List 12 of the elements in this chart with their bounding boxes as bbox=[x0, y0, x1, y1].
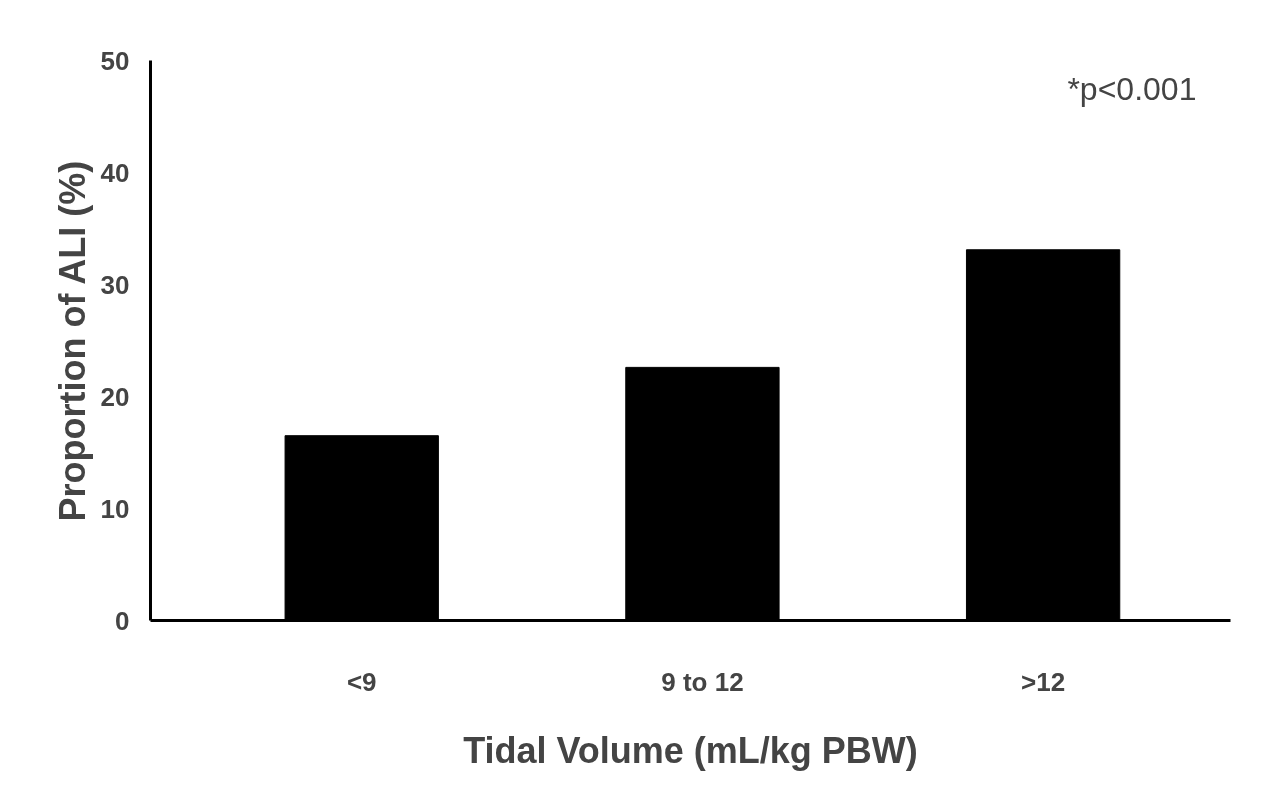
y-tick-label: 0 bbox=[115, 605, 130, 636]
y-tick-label: 30 bbox=[100, 269, 130, 300]
y-tick-label: 10 bbox=[100, 493, 130, 524]
x-axis-title: Tidal Volume (mL/kg PBW) bbox=[463, 729, 918, 771]
x-tick-label: 9 to 12 bbox=[661, 666, 744, 697]
annotation: *p<0.001 bbox=[1067, 70, 1197, 107]
y-tick-label: 50 bbox=[100, 45, 130, 76]
y-tick-label: 40 bbox=[100, 157, 130, 188]
y-axis-title: Proportion of ALI (%) bbox=[51, 160, 93, 522]
x-tick-label: <9 bbox=[346, 666, 377, 697]
y-tick-label: 20 bbox=[100, 381, 130, 412]
x-tick-label: >12 bbox=[1021, 666, 1066, 697]
